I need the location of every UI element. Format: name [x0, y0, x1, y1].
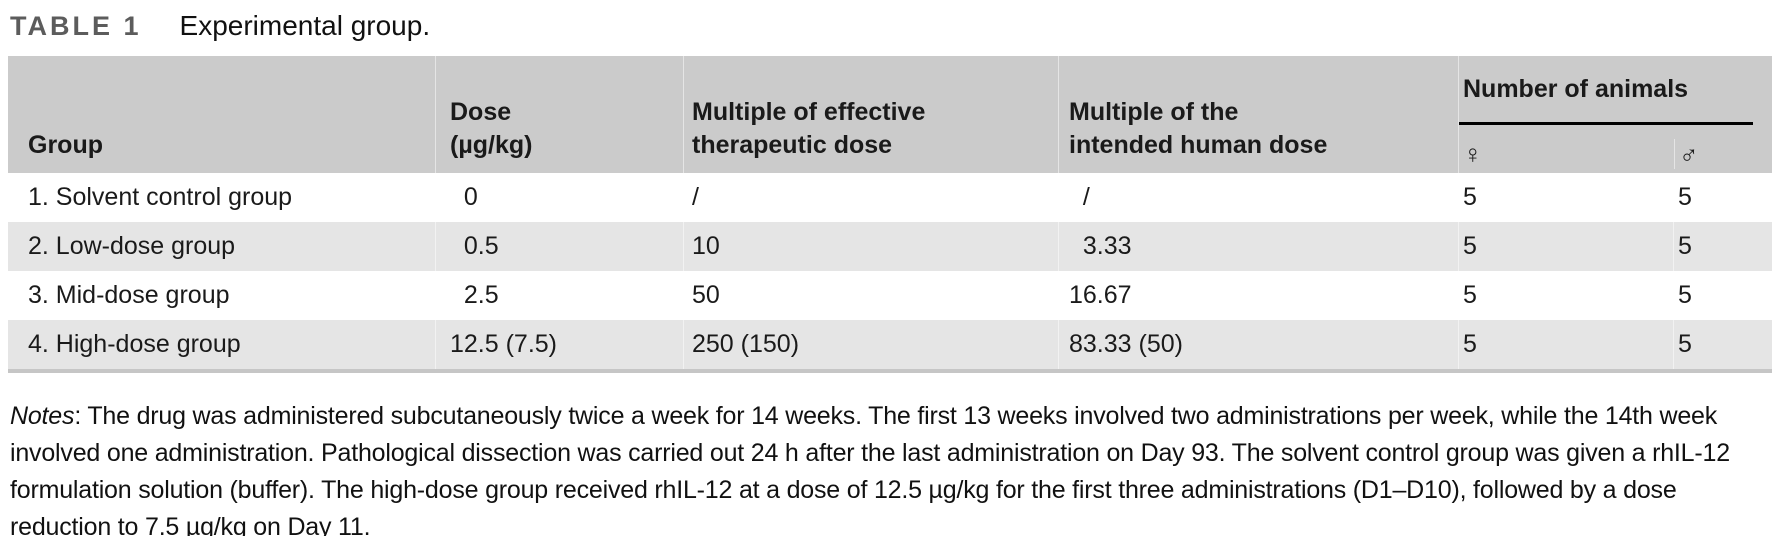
- cell-dose: 0: [435, 173, 683, 222]
- cell-multiple-effective: 10: [683, 222, 1058, 271]
- table-caption: TABLE 1 Experimental group.: [8, 0, 1772, 56]
- cell-multiple-human: 83.33 (50): [1058, 320, 1458, 369]
- number-of-animals-rule: [1459, 122, 1753, 125]
- column-header-multiple-effective: Multiple of effective therapeutic dose: [683, 56, 1058, 173]
- cell-male-count: 5: [1673, 173, 1772, 222]
- cell-male-count: 5: [1673, 320, 1772, 369]
- cell-multiple-human: 16.67: [1058, 271, 1458, 320]
- cell-female-count: 5: [1458, 222, 1673, 271]
- cell-group: 2. Low-dose group: [28, 232, 236, 260]
- cell-multiple-human: /: [1058, 173, 1458, 222]
- cell-multiple-effective: 250 (150): [683, 320, 1058, 369]
- column-header-multiple-human-line2: intended human dose: [1069, 131, 1328, 159]
- paper-table-figure: TABLE 1 Experimental group. Group Dose (…: [8, 0, 1772, 536]
- table-row-solvent-control: 1. Solvent control group 0 / / 5 5: [8, 173, 1772, 222]
- cell-female-count: 5: [1458, 320, 1673, 369]
- cell-group: 4. High-dose group: [28, 330, 241, 358]
- table-row-mid-dose: 3. Mid-dose group 2.5 50 16.67 5 5: [8, 271, 1772, 320]
- column-header-dose-line1: Dose: [450, 98, 512, 126]
- column-header-dose-line2: (µg/kg): [450, 131, 533, 159]
- column-header-multiple-human: Multiple of the intended human dose: [1058, 56, 1458, 173]
- cell-female-count: 5: [1458, 271, 1673, 320]
- table-row-high-dose: 4. High-dose group 12.5 (7.5) 250 (150) …: [8, 320, 1772, 369]
- cell-group: 1. Solvent control group: [28, 183, 293, 211]
- female-icon: ♀: [1463, 139, 1483, 169]
- cell-dose: 2.5: [435, 271, 683, 320]
- table-row-low-dose: 2. Low-dose group 0.5 10 3.33 5 5: [8, 222, 1772, 271]
- notes-label: Notes: [10, 402, 75, 430]
- male-icon: ♂: [1674, 139, 1773, 169]
- sex-subheader-row: ♀ ♂: [1459, 139, 1772, 169]
- notes-text: : The drug was administered subcutaneous…: [10, 402, 1730, 536]
- cell-dose: 0.5: [435, 222, 683, 271]
- column-header-multiple-effective-line2: therapeutic dose: [692, 131, 893, 159]
- cell-group: 3. Mid-dose group: [28, 281, 230, 309]
- column-header-dose: Dose (µg/kg): [435, 56, 683, 173]
- cell-female-count: 5: [1458, 173, 1673, 222]
- cell-dose: 12.5 (7.5): [435, 320, 683, 369]
- table-header-row: Group Dose (µg/kg) Multiple of effective…: [8, 56, 1772, 173]
- cell-multiple-human: 3.33: [1058, 222, 1458, 271]
- cell-multiple-effective: 50: [683, 271, 1058, 320]
- number-of-animals-label: Number of animals: [1463, 75, 1689, 103]
- experimental-group-table: Group Dose (µg/kg) Multiple of effective…: [8, 56, 1772, 373]
- column-header-multiple-human-line1: Multiple of the: [1069, 98, 1239, 126]
- column-header-number-of-animals: Number of animals ♀ ♂: [1458, 56, 1772, 173]
- column-header-multiple-effective-line1: Multiple of effective: [692, 98, 926, 126]
- table-notes: Notes: The drug was administered subcuta…: [8, 398, 1772, 536]
- column-header-group: Group: [28, 131, 103, 159]
- table-number-label: TABLE 1: [10, 11, 142, 41]
- cell-multiple-effective: /: [683, 173, 1058, 222]
- cell-male-count: 5: [1673, 222, 1772, 271]
- cell-male-count: 5: [1673, 271, 1772, 320]
- table-caption-text: Experimental group.: [179, 10, 431, 41]
